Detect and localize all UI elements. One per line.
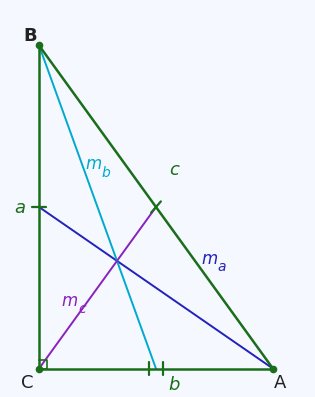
Text: c: c xyxy=(78,302,86,316)
Text: m: m xyxy=(85,156,102,173)
Text: A: A xyxy=(274,374,287,391)
Text: a: a xyxy=(14,199,25,217)
Text: b: b xyxy=(168,376,180,394)
Text: a: a xyxy=(217,260,226,274)
Text: B: B xyxy=(23,27,37,45)
Text: C: C xyxy=(21,374,33,391)
Text: c: c xyxy=(169,161,179,179)
Text: m: m xyxy=(201,250,217,268)
Text: m: m xyxy=(61,291,78,310)
Text: b: b xyxy=(102,166,111,180)
